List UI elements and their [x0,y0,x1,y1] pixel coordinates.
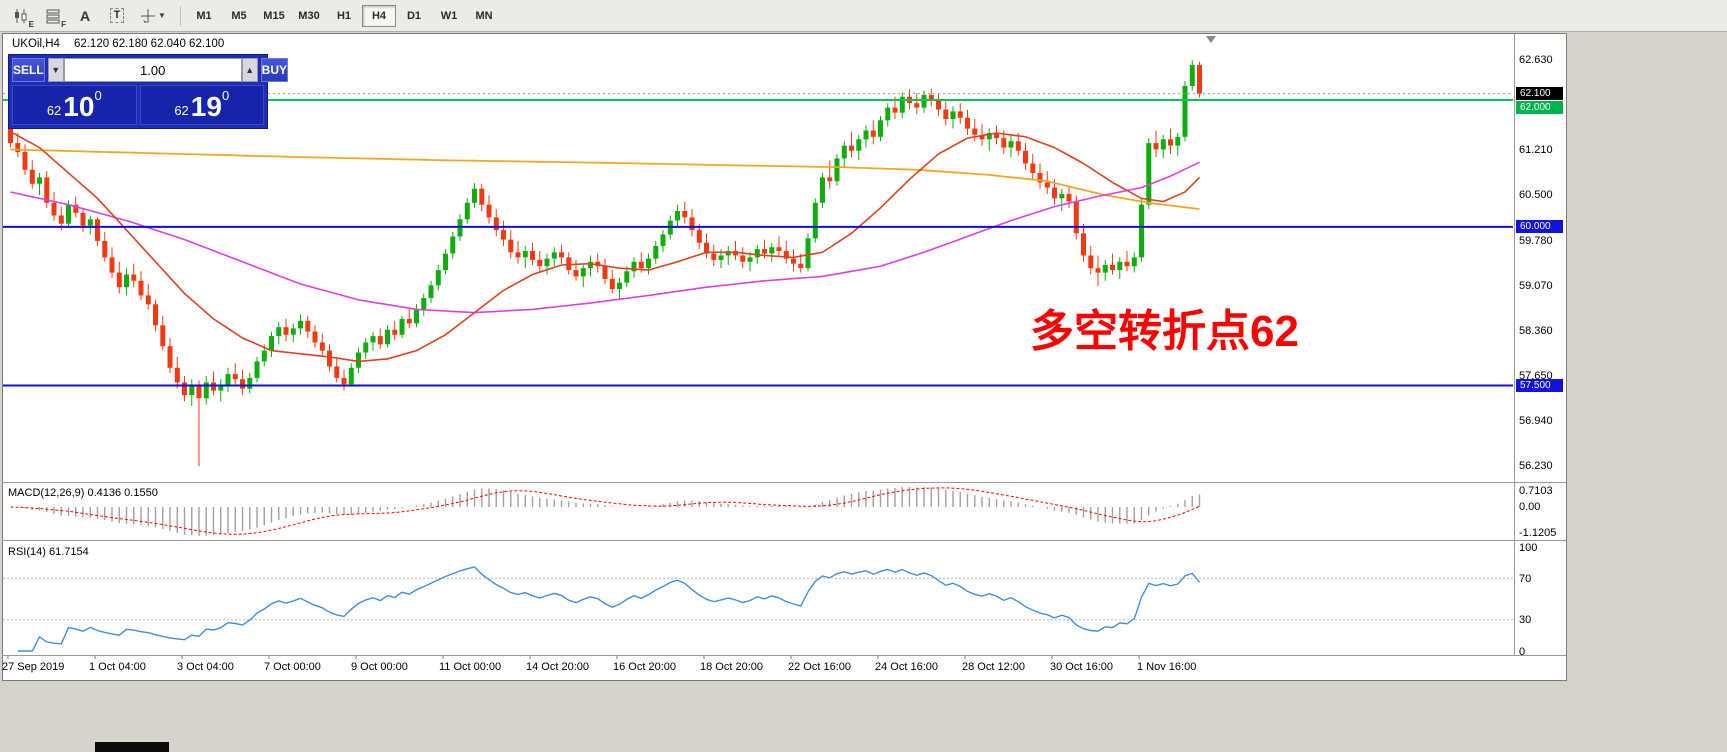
grid-tool-icon[interactable]: F [38,3,68,29]
candlestick-glyph [15,8,27,23]
timeframe-m15[interactable]: M15 [263,9,285,22]
crosshair-tool-icon[interactable]: ▼ [134,3,172,29]
chevron-up-icon: ▲ [245,65,255,75]
sell-button[interactable]: SELL [12,58,45,82]
timeframe-m5[interactable]: M5 [231,9,247,22]
chevron-down-icon: ▼ [158,11,166,20]
buy-button[interactable]: BUY [260,58,289,82]
timeframe-h4[interactable]: H4 [362,4,396,27]
timeframe-buttons: M1 M5 M15 M30 H1 H4 D1 W1 MN [187,4,502,27]
trade-controls-row: SELL ▼ ▲ BUY [12,58,289,82]
badge-f: F [61,19,66,29]
timeframe-m1[interactable]: M1 [196,9,212,22]
one-click-trading-panel: SELL ▼ ▲ BUY 62 10 0 62 19 0 [8,54,289,129]
volume-increase-button[interactable]: ▲ [241,58,258,82]
timeframe-w1[interactable]: W1 [440,9,458,22]
candlestick-tool-icon[interactable]: E [6,3,36,29]
toolbar-separator [180,5,181,26]
timeframe-m30[interactable]: M30 [298,9,320,22]
toolbar: E F A T ▼ M1 M5 M15 M30 H1 H4 D1 W1 MN [0,0,1727,32]
ask-pips: 19 [190,91,222,122]
badge-e: E [28,19,34,29]
timeframe-d1[interactable]: D1 [406,9,422,22]
chevron-down-icon: ▼ [51,65,61,75]
bid-pips: 10 [63,91,95,122]
crosshair-glyph [141,8,156,23]
volume-decrease-button[interactable]: ▼ [47,58,64,82]
volume-input[interactable] [63,58,242,82]
grid-glyph [46,9,60,23]
taskbar-fragment [95,742,169,752]
volume-control: ▼ ▲ [47,58,258,82]
chart-window [2,33,1567,681]
buy-price-display[interactable]: 62 19 0 [139,85,264,125]
ask-integer: 62 [174,103,189,118]
bid-integer: 62 [46,103,62,118]
text-label-icon[interactable]: A [79,7,91,24]
ask-point: 0 [221,88,230,103]
text-box-icon[interactable]: T [102,3,132,29]
timeframe-h1[interactable]: H1 [336,9,352,22]
timeframe-mn[interactable]: MN [475,9,493,22]
sell-price-display[interactable]: 62 10 0 [12,85,137,125]
bid-point: 0 [94,88,102,103]
trade-prices-row: 62 10 0 62 19 0 [12,85,264,125]
